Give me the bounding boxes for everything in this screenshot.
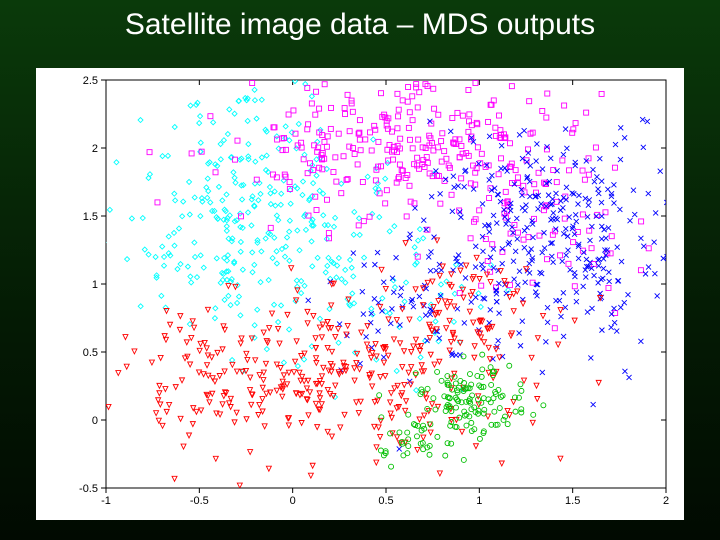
red-triangles [36,238,603,520]
magenta-squares [68,68,651,331]
x-tick-label: 1 [476,495,482,507]
y-tick-label: 2 [92,143,98,155]
cyan-diamonds [74,68,511,400]
scatter-chart: -1-0.500.511.52-0.500.511.522.5 [36,68,684,520]
slide-title: Satellite image data – MDS outputs [0,8,720,42]
y-tick-label: -0.5 [79,483,98,495]
y-tick-label: 0 [92,415,98,427]
x-tick-label: 2 [663,495,669,507]
y-tick-label: 2.5 [83,75,98,87]
y-tick-label: 0.5 [83,347,98,359]
plot-area [36,68,684,520]
x-tick-label: 1.5 [565,495,580,507]
x-tick-label: 0.5 [378,495,393,507]
x-tick-label: 0 [290,495,296,507]
x-tick-label: -1 [101,495,111,507]
y-tick-label: 1.5 [83,211,98,223]
y-tick-label: 1 [92,279,98,291]
slide-background: Satellite image data – MDS outputs -1-0.… [0,0,720,540]
x-tick-label: -0.5 [190,495,209,507]
